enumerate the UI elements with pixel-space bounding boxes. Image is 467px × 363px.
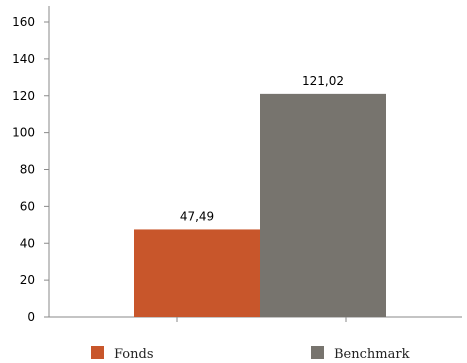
y-axis: 0 20 40 60 80 100 120 140 160 bbox=[12, 6, 50, 324]
data-label-benchmark: 121,02 bbox=[302, 74, 344, 88]
bars bbox=[134, 93, 386, 317]
bar-benchmark bbox=[260, 93, 386, 317]
y-tick-label: 140 bbox=[12, 52, 35, 66]
data-labels: 47,49 121,02 bbox=[180, 74, 344, 224]
y-tick-label: 80 bbox=[20, 163, 35, 177]
y-tick-label: 60 bbox=[20, 199, 35, 213]
legend-swatch-benchmark bbox=[311, 346, 324, 359]
legend-label-benchmark: Benchmark bbox=[334, 347, 410, 362]
x-axis bbox=[49, 316, 462, 322]
y-tick-label: 120 bbox=[12, 89, 35, 103]
y-tick-label: 0 bbox=[27, 310, 35, 324]
legend-label-fonds: Fonds bbox=[114, 347, 154, 362]
legend-swatch-fonds bbox=[91, 346, 104, 359]
data-label-fonds: 47,49 bbox=[180, 209, 214, 223]
bar-fonds bbox=[134, 229, 260, 317]
y-tick-label: 20 bbox=[20, 273, 35, 287]
y-tick-label: 160 bbox=[12, 15, 35, 29]
legend: Fonds Benchmark bbox=[91, 346, 410, 362]
y-tick-label: 40 bbox=[20, 236, 35, 250]
y-tick-label: 100 bbox=[12, 126, 35, 140]
